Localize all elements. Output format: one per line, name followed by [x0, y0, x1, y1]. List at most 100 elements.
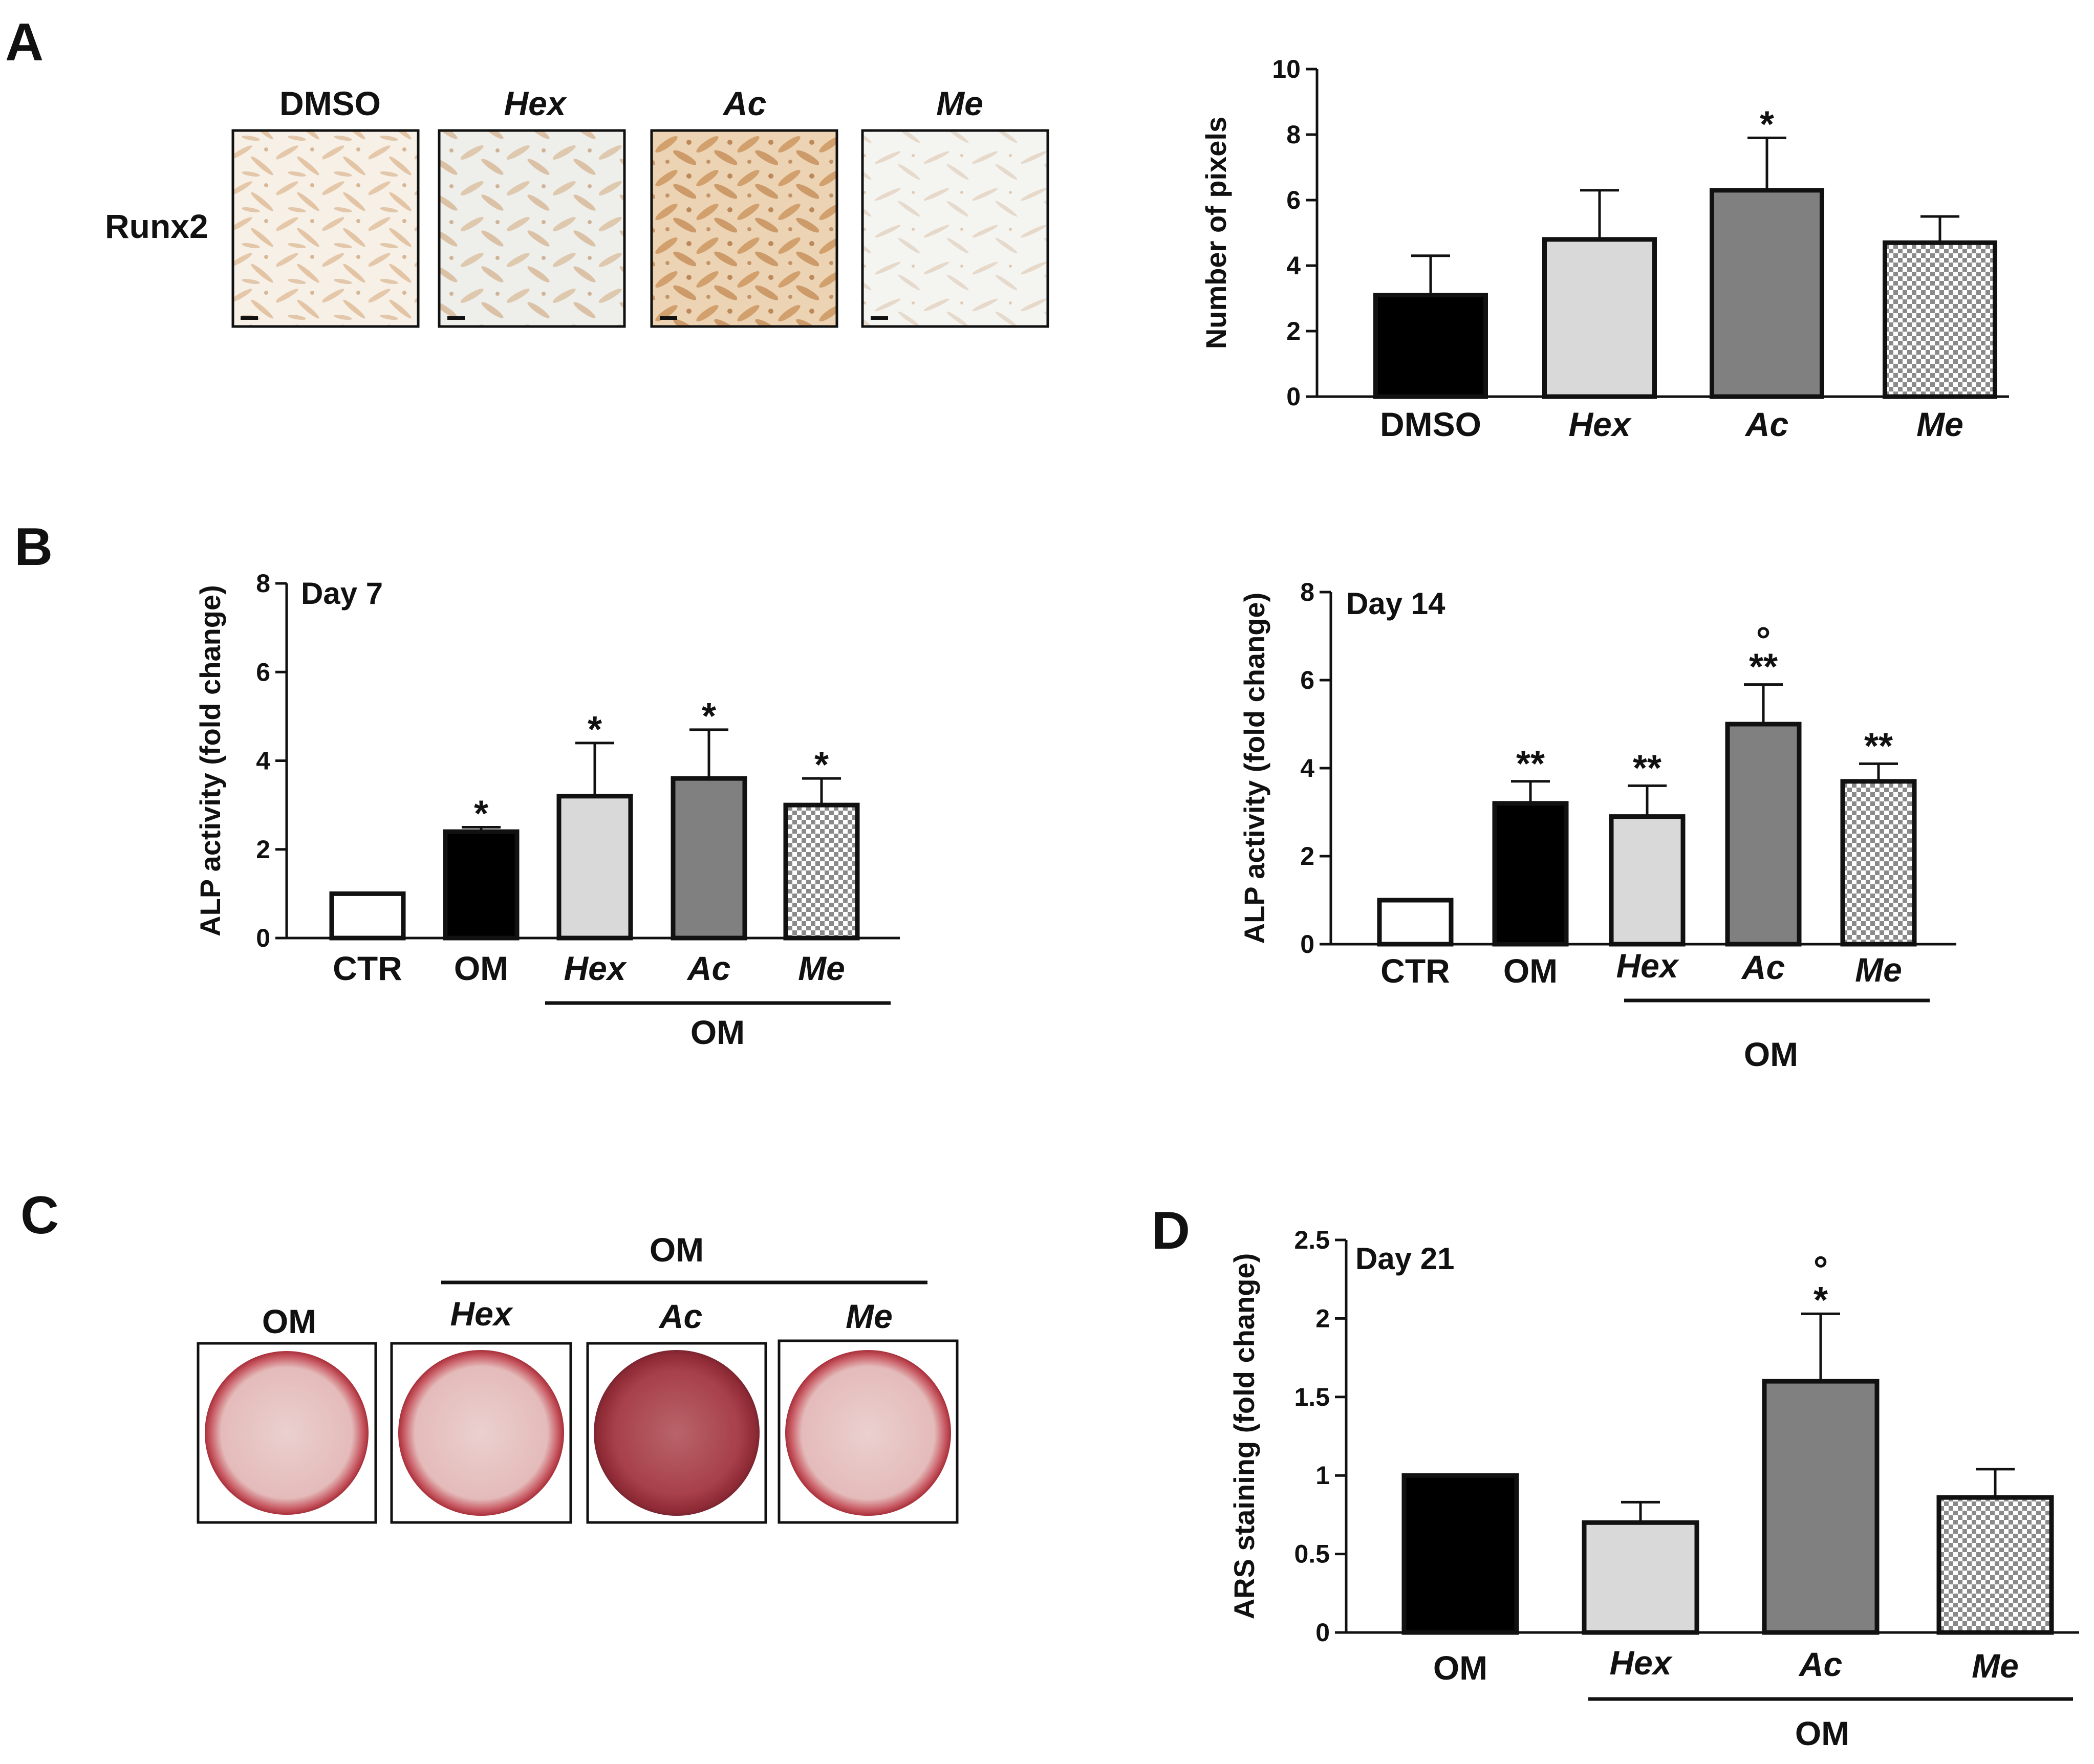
bar-hex — [556, 794, 633, 941]
y-tick-label: 4 — [1300, 754, 1314, 782]
bar-ctr — [1377, 898, 1454, 947]
x-category-label: Ac — [686, 949, 730, 987]
bar-om — [1401, 1473, 1519, 1635]
x-category-label: Hex — [564, 949, 627, 987]
well-om — [205, 1351, 369, 1515]
x-category-label: Ac — [1741, 948, 1785, 986]
panel-letter-d: D — [1152, 1201, 1190, 1260]
bar-me — [1883, 240, 1997, 399]
significance-mark: * — [1760, 104, 1774, 145]
x-category-label: Me — [1916, 405, 1963, 443]
micrograph-hex — [438, 129, 626, 328]
group-label: OM — [690, 1013, 745, 1051]
y-tick-label: 4 — [256, 747, 270, 775]
y-axis-title: ARS staining (fold change) — [1228, 1253, 1260, 1620]
x-category-label: Me — [1855, 951, 1902, 989]
y-axis-title: Number of pixels — [1200, 117, 1232, 349]
x-category-label: OM — [1433, 1649, 1487, 1687]
chart-b-day7: 0 2 4 6 8 ALP activity (fold change) Day 7 CTR *… — [194, 569, 900, 1051]
y-tick-label: 1 — [1315, 1461, 1330, 1490]
significance-circle: ° — [1756, 620, 1771, 661]
panel-letter-c: C — [20, 1186, 59, 1245]
chart-b-day14: 0 2 4 6 8 ALP activity (fold change) Day 14 CTR… — [1238, 578, 1956, 1073]
bar-om — [1492, 801, 1569, 947]
x-category-label: CTR — [333, 949, 402, 987]
x-category-label: Hex — [1616, 947, 1679, 985]
bar-me — [1840, 779, 1917, 947]
micrograph-dmso — [231, 129, 420, 328]
significance-mark: * — [1814, 1280, 1828, 1321]
y-tick-label: 0 — [1286, 382, 1301, 411]
x-category-label: Hex — [1568, 405, 1631, 443]
bar-ac — [1762, 1379, 1880, 1635]
x-category-label: Me — [798, 949, 845, 987]
significance-circle: ° — [1814, 1249, 1828, 1290]
well-label-hex: Hex — [450, 1295, 513, 1333]
y-tick-label: 2 — [1286, 317, 1301, 345]
y-tick-label: 0 — [1300, 930, 1314, 959]
y-tick-label: 6 — [1286, 186, 1301, 214]
y-tick-label: 8 — [1286, 120, 1301, 149]
day-label: Day 7 — [301, 576, 383, 611]
significance-mark: ** — [1516, 744, 1545, 785]
x-category-label: Ac — [1798, 1645, 1842, 1683]
om-group-label: OM — [650, 1231, 704, 1269]
significance-mark: * — [814, 745, 829, 786]
day-label: Day 21 — [1355, 1242, 1454, 1276]
micrograph-label-ac: Ac — [722, 84, 766, 122]
well-hex — [398, 1350, 564, 1516]
panel-a-micrographs: Runx2 DMSO Hex Ac Me — [105, 84, 1049, 328]
bar-ac — [671, 776, 747, 941]
scale-bar — [447, 316, 465, 320]
group-label: OM — [1795, 1714, 1849, 1752]
bar-om — [443, 829, 520, 941]
chart-a-runx2: 0 2 4 6 8 10 Number of pixels DMSO Hex * Ac Me — [1200, 55, 2009, 443]
bar-me — [1936, 1495, 2054, 1635]
panel-c-wells: OM Hex Ac Me OM — [197, 1231, 959, 1524]
bar-hex — [1542, 237, 1657, 399]
micrograph-me — [861, 129, 1049, 328]
bar-dmso — [1373, 293, 1488, 399]
x-category-label: Me — [1972, 1647, 2019, 1685]
panel-letter-a: A — [5, 13, 44, 72]
y-tick-label: 2.5 — [1294, 1226, 1330, 1254]
x-category-label: OM — [1503, 952, 1558, 990]
significance-mark: ** — [1749, 647, 1778, 688]
x-category-label: DMSO — [1380, 405, 1481, 443]
well-label-me: Me — [846, 1297, 893, 1335]
bar-hex — [1609, 814, 1686, 947]
panel-letter-b: B — [14, 517, 53, 577]
bar-ac — [1725, 722, 1802, 947]
bar-me — [783, 802, 860, 941]
x-category-label: CTR — [1380, 952, 1450, 990]
micrograph-ac — [650, 129, 838, 328]
well-me — [785, 1350, 951, 1516]
significance-mark: * — [702, 696, 716, 737]
significance-mark: ** — [1633, 748, 1661, 789]
bar-hex — [1582, 1520, 1699, 1635]
y-tick-label: 8 — [1300, 578, 1314, 606]
well-label-om: OM — [262, 1302, 316, 1340]
well-label-ac: Ac — [658, 1297, 702, 1335]
y-tick-label: 6 — [256, 658, 270, 686]
significance-mark: * — [588, 709, 602, 750]
micrograph-label-me: Me — [936, 84, 983, 122]
y-tick-label: 0 — [1315, 1618, 1330, 1647]
y-tick-label: 2 — [256, 835, 270, 864]
bar-ac — [1710, 188, 1824, 399]
scale-bar — [871, 316, 888, 320]
runx2-label: Runx2 — [105, 207, 208, 245]
y-tick-label: 0 — [256, 924, 270, 952]
day-label: Day 14 — [1346, 586, 1445, 621]
x-category-label: Hex — [1609, 1644, 1672, 1682]
y-tick-label: 2 — [1315, 1304, 1330, 1333]
x-category-label: Ac — [1744, 405, 1788, 443]
y-tick-label: 10 — [1272, 55, 1301, 83]
y-tick-label: 2 — [1300, 842, 1314, 870]
chart-d-day21: 0 0.5 1 1.5 2 2.5 ARS staining (fold change) Da… — [1228, 1226, 2079, 1752]
bar-ctr — [329, 891, 406, 941]
scale-bar — [241, 316, 258, 320]
significance-mark: * — [474, 793, 488, 834]
y-tick-label: 0.5 — [1294, 1540, 1330, 1569]
